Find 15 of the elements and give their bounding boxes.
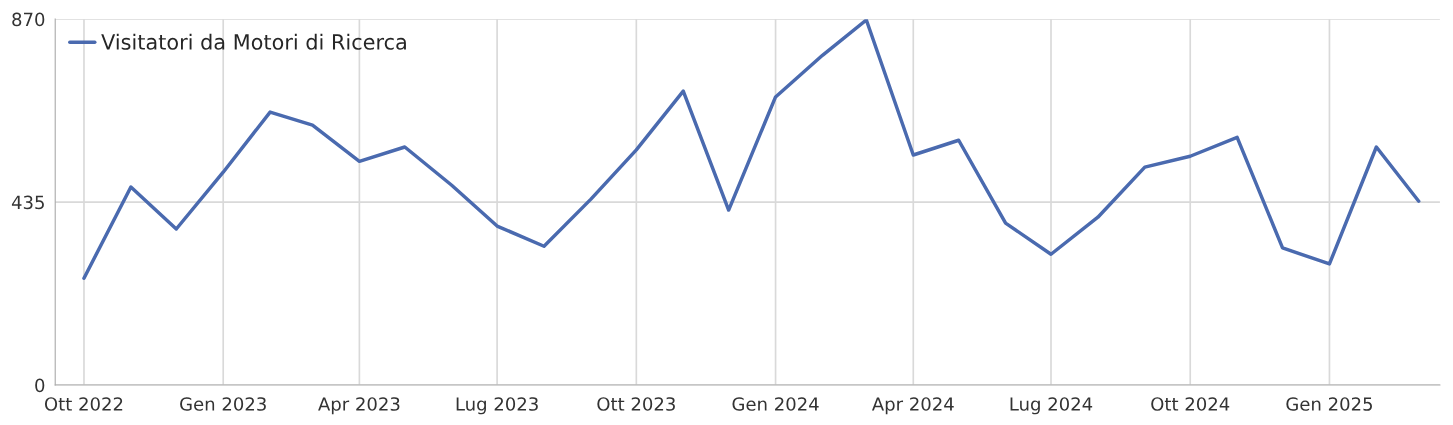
legend-label: Visitatori da Motori di Ricerca (101, 33, 406, 50)
x-tick-label: Gen 2023 (180, 397, 266, 411)
x-tick-label: Ott 2024 (1151, 397, 1230, 411)
y-tick-label: 0 (35, 378, 45, 393)
x-tick-label: Lug 2023 (456, 397, 538, 415)
line-series (82, 19, 1421, 280)
x-tick-label: Gen 2024 (732, 397, 819, 411)
x-tick-label: Ott 2023 (597, 397, 675, 411)
y-tick-label: 870 (12, 12, 45, 27)
x-tick-label: Apr 2023 (318, 397, 400, 415)
x-tick-label: Gen 2025 (1286, 397, 1372, 411)
x-tick-label: Apr 2024 (871, 397, 954, 415)
x-tick-label: Ott 2022 (44, 397, 123, 411)
y-tick-label: 435 (11, 195, 44, 210)
x-tick-label: Lug 2024 (1010, 397, 1093, 415)
